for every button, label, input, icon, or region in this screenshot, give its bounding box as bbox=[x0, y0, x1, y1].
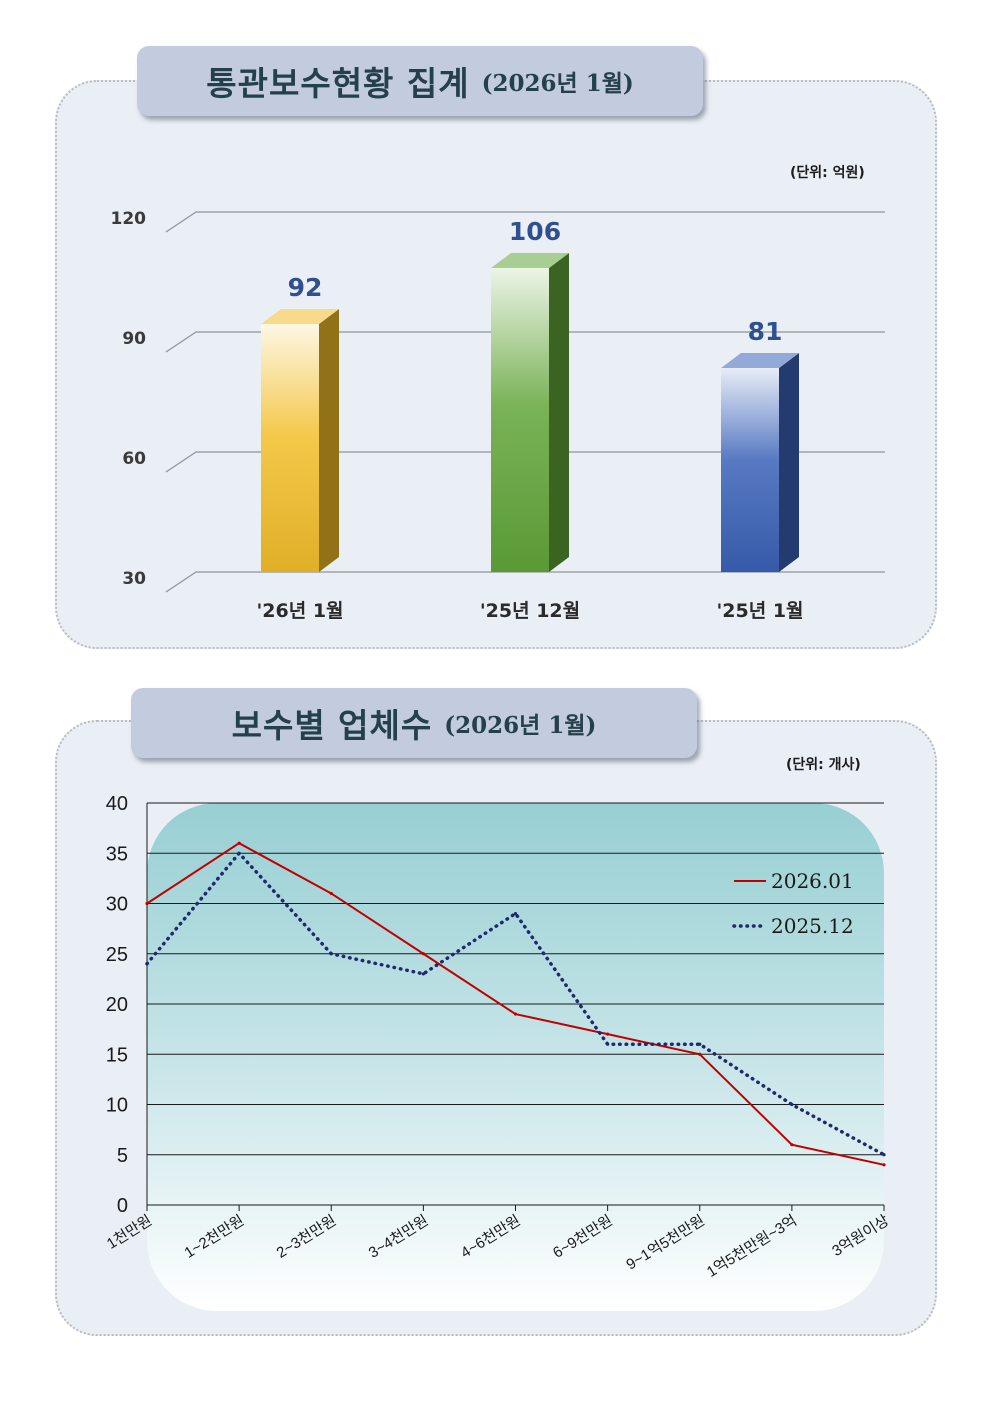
bar-gridlines bbox=[165, 211, 885, 593]
bar-gridline bbox=[165, 331, 885, 353]
bar-3 bbox=[721, 353, 799, 572]
bar-gridline bbox=[165, 211, 885, 233]
bar-chart: 30 60 90 120 92 '26년 1월 106 '25년 12월 81 '25년 1월 bbox=[111, 209, 885, 622]
bar-y-tick-label: 120 bbox=[111, 209, 147, 229]
line-y-tick-label: 20 bbox=[106, 994, 128, 1016]
bar-side bbox=[779, 353, 799, 572]
line-point bbox=[513, 911, 518, 916]
line-point bbox=[606, 1032, 610, 1036]
bar-chart-unit: (단위: 억원) bbox=[790, 165, 865, 181]
legend-label: 2026.01 bbox=[771, 869, 854, 893]
line-point bbox=[790, 1143, 794, 1147]
bar-x-label: '25년 12월 bbox=[480, 600, 580, 622]
line-chart-title-box: 보수별 업체수 (2026년 1월) bbox=[131, 688, 697, 758]
line-chart-subtitle: (2026년 1월) bbox=[444, 712, 597, 739]
line-point bbox=[145, 962, 149, 966]
line-point bbox=[421, 952, 425, 956]
line-y-tick-label: 15 bbox=[106, 1044, 128, 1066]
line-point bbox=[513, 1012, 518, 1016]
line-point bbox=[145, 901, 149, 906]
line-y-tick-label: 10 bbox=[106, 1095, 128, 1117]
bar-y-tick-label: 90 bbox=[122, 329, 146, 349]
line-y-tick-label: 35 bbox=[106, 843, 128, 865]
line-gridlines bbox=[147, 802, 884, 1206]
bar-x-label: '26년 1월 bbox=[256, 600, 343, 622]
line-y-tick-label: 0 bbox=[117, 1195, 128, 1217]
line-point bbox=[790, 1102, 794, 1107]
bar-top bbox=[721, 353, 799, 368]
bar-top bbox=[261, 309, 339, 324]
line-point bbox=[606, 1042, 610, 1046]
bar-2 bbox=[491, 253, 569, 572]
line-point bbox=[329, 891, 333, 896]
bar-x-label: '25년 1월 bbox=[716, 600, 803, 622]
line-point bbox=[698, 1052, 702, 1056]
bar-gridline bbox=[165, 451, 885, 473]
bar-top bbox=[491, 253, 569, 268]
line-y-tick-label: 25 bbox=[106, 944, 128, 966]
line-chart-title: 보수별 업체수 bbox=[231, 706, 433, 745]
line-point bbox=[329, 952, 333, 956]
line-point bbox=[882, 1163, 886, 1167]
line-y-tick-label: 5 bbox=[117, 1145, 128, 1167]
line-series-2 bbox=[145, 850, 886, 1157]
line-chart-unit: (단위: 개사) bbox=[786, 757, 861, 773]
bar-data-label: 106 bbox=[509, 217, 561, 246]
line-point bbox=[882, 1153, 886, 1157]
line-point bbox=[237, 851, 241, 855]
bar-side bbox=[319, 309, 339, 572]
bar-front bbox=[491, 268, 549, 572]
line-plot-background bbox=[147, 803, 884, 1311]
legend-label: 2025.12 bbox=[771, 914, 854, 938]
bar-chart-subtitle: (2026년 1월) bbox=[481, 70, 634, 97]
line-point bbox=[698, 1042, 702, 1046]
bar-gridline bbox=[165, 571, 885, 593]
line-y-tick-label: 30 bbox=[106, 894, 128, 916]
bar-y-tick-label: 30 bbox=[122, 569, 146, 589]
bar-front bbox=[721, 368, 779, 572]
bar-data-label: 92 bbox=[288, 273, 323, 302]
bar-side bbox=[549, 253, 569, 572]
bar-1 bbox=[261, 309, 339, 572]
line-point bbox=[237, 841, 241, 845]
bar-front bbox=[261, 324, 319, 572]
bar-data-label: 81 bbox=[748, 317, 783, 346]
line-y-tick-label: 40 bbox=[106, 793, 128, 815]
line-point bbox=[421, 972, 425, 976]
bar-chart-title-box: 통관보수현황 집계 (2026년 1월) bbox=[137, 46, 703, 116]
bar-y-tick-label: 60 bbox=[122, 449, 146, 469]
bar-chart-title: 통관보수현황 집계 bbox=[206, 64, 470, 103]
